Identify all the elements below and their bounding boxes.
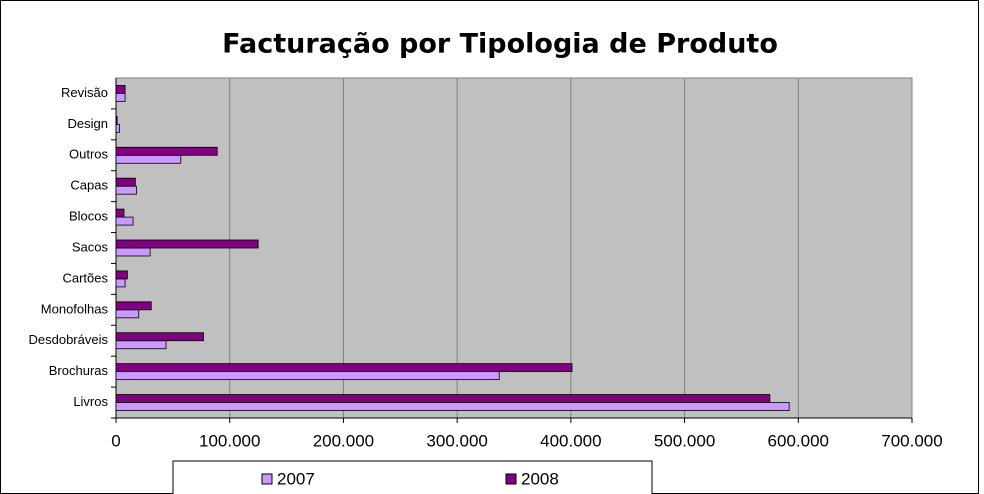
bar	[115, 402, 790, 411]
bar	[115, 309, 140, 319]
y-tick-label: Monofolhas	[41, 301, 109, 316]
y-tick-label: Design	[68, 116, 108, 131]
y-tick-label: Desdobráveis	[29, 332, 109, 347]
bar	[115, 278, 126, 288]
bar	[115, 371, 500, 381]
x-tick-label: 0	[111, 431, 120, 450]
bar	[115, 332, 204, 342]
y-tick-label: Revisão	[61, 85, 108, 100]
bar	[115, 239, 259, 249]
bar	[115, 185, 137, 195]
legend-swatch	[505, 473, 517, 485]
bar	[115, 216, 134, 226]
bar	[115, 154, 182, 164]
bar	[115, 363, 573, 373]
bar	[115, 208, 125, 218]
bar	[115, 270, 128, 280]
bar	[115, 93, 126, 102]
x-tick-label: 300.000	[426, 431, 487, 450]
bar	[115, 301, 152, 311]
legend-swatch	[261, 473, 273, 485]
chart-title: Facturação por Tipologia de Produto	[222, 29, 778, 60]
y-tick-label: Blocos	[69, 209, 109, 224]
legend-label: 2008	[521, 469, 559, 488]
y-tick-label: Cartões	[62, 270, 108, 285]
bar	[115, 146, 218, 156]
legend-box	[172, 460, 653, 494]
bar	[115, 340, 167, 350]
y-tick-label: Sacos	[72, 239, 109, 254]
x-tick-label: 200.000	[313, 431, 374, 450]
bar	[115, 394, 771, 403]
x-tick-label: 600.000	[768, 431, 829, 450]
y-tick-label: Capas	[70, 178, 108, 193]
x-tick-label: 400.000	[540, 431, 601, 450]
y-tick-label: Outros	[69, 147, 109, 162]
x-tick-label: 500.000	[654, 431, 715, 450]
x-tick-label: 100.000	[199, 431, 260, 450]
legend-label: 2007	[277, 469, 315, 488]
x-tick-label: 700.000	[881, 431, 942, 450]
y-tick-label: Brochuras	[49, 363, 109, 378]
bar	[115, 85, 126, 94]
y-tick-label: Livros	[73, 394, 108, 409]
bar	[115, 177, 136, 187]
bar	[115, 115, 118, 125]
bar	[115, 123, 120, 133]
bar	[115, 247, 151, 257]
